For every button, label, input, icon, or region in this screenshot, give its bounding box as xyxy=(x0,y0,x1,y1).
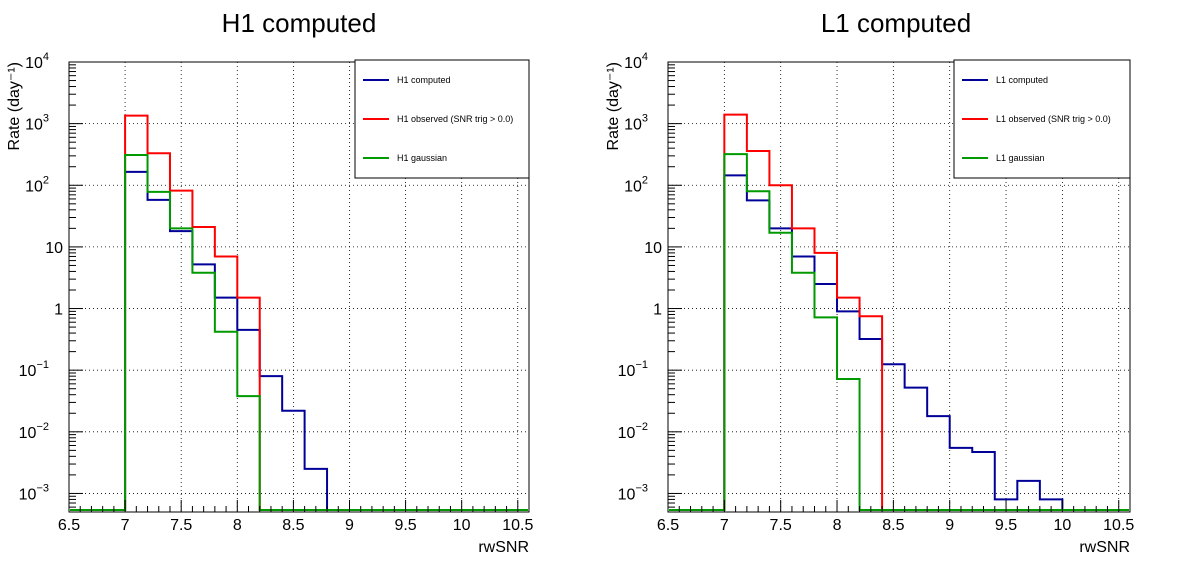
x-tick-label: 10.5 xyxy=(1103,517,1134,534)
y-tick-label: 10 xyxy=(45,240,63,257)
x-tick-label: 6.5 xyxy=(58,517,80,534)
y-tick-label: 10−1 xyxy=(19,359,49,380)
series-line-gaussian xyxy=(70,153,528,511)
y-tick-label: 103 xyxy=(25,113,49,134)
legend-label: H1 computed xyxy=(397,75,451,85)
y-tick-label: 104 xyxy=(624,51,648,72)
x-tick-label: 7 xyxy=(121,517,130,534)
x-tick-label: 9 xyxy=(945,517,954,534)
x-axis-label: rwSNR xyxy=(1079,539,1130,556)
series-line-computed xyxy=(669,174,1129,511)
plot-frame xyxy=(68,61,530,513)
legend: H1 computed H1 observed (SNR trig > 0.0) H… xyxy=(354,59,530,179)
y-tick-label: 10−1 xyxy=(618,359,648,380)
y-tick-label: 10−2 xyxy=(19,421,49,442)
legend-label: H1 observed (SNR trig > 0.0) xyxy=(397,114,513,124)
x-tick-label: 8 xyxy=(833,517,842,534)
plot-frame xyxy=(667,61,1131,513)
legend-label: L1 observed (SNR trig > 0.0) xyxy=(996,114,1111,124)
y-tick-label: 102 xyxy=(624,174,648,195)
chart-title: H1 computed xyxy=(222,8,377,38)
x-tick-label: 7.5 xyxy=(770,517,792,534)
legend-label: H1 gaussian xyxy=(397,153,447,163)
x-tick-label: 10.5 xyxy=(502,517,533,534)
y-tick-label: 1 xyxy=(54,302,63,319)
x-tick-label: 7 xyxy=(720,517,729,534)
legend-label: L1 gaussian xyxy=(996,153,1045,163)
x-tick-label: 10 xyxy=(453,517,471,534)
y-tick-label: 10−2 xyxy=(618,421,648,442)
x-tick-label: 7.5 xyxy=(170,517,192,534)
x-tick-label: 9.5 xyxy=(995,517,1017,534)
legend: L1 computed L1 observed (SNR trig > 0.0) L… xyxy=(953,59,1131,179)
x-tick-label: 9.5 xyxy=(394,517,416,534)
y-tick-label: 10 xyxy=(644,240,662,257)
series-line-observed xyxy=(70,114,528,511)
x-tick-label: 8 xyxy=(233,517,242,534)
x-tick-label: 8.5 xyxy=(882,517,904,534)
x-tick-label: 8.5 xyxy=(282,517,304,534)
y-tick-label: 104 xyxy=(25,51,49,72)
chart-panel-1: H1 computed 6.5 7 7.5 8 8.5 9 9.5 10 10.5 104 103 10… xyxy=(6,8,533,556)
series-line-observed xyxy=(669,113,1129,511)
y-tick-label: 10−3 xyxy=(618,482,648,503)
y-tick-label: 102 xyxy=(25,174,49,195)
y-tick-label: 10−3 xyxy=(19,482,49,503)
chart-title: L1 computed xyxy=(821,8,971,38)
series-line-gaussian xyxy=(669,153,1129,511)
x-tick-label: 10 xyxy=(1053,517,1071,534)
y-tick-label: 103 xyxy=(624,113,648,134)
y-axis-label: Rate (day⁻¹) xyxy=(6,62,23,150)
x-tick-label: 9 xyxy=(345,517,354,534)
x-axis-label: rwSNR xyxy=(478,539,529,556)
y-axis-label: Rate (day⁻¹) xyxy=(605,62,622,150)
y-tick-label: 1 xyxy=(653,302,662,319)
series-line-computed xyxy=(70,170,528,511)
chart-panel-2: L1 computed 6.5 7 7.5 8 8.5 9 9.5 10 10.5 104 103 10… xyxy=(605,8,1134,556)
x-tick-label: 6.5 xyxy=(657,517,679,534)
legend-label: L1 computed xyxy=(996,75,1048,85)
